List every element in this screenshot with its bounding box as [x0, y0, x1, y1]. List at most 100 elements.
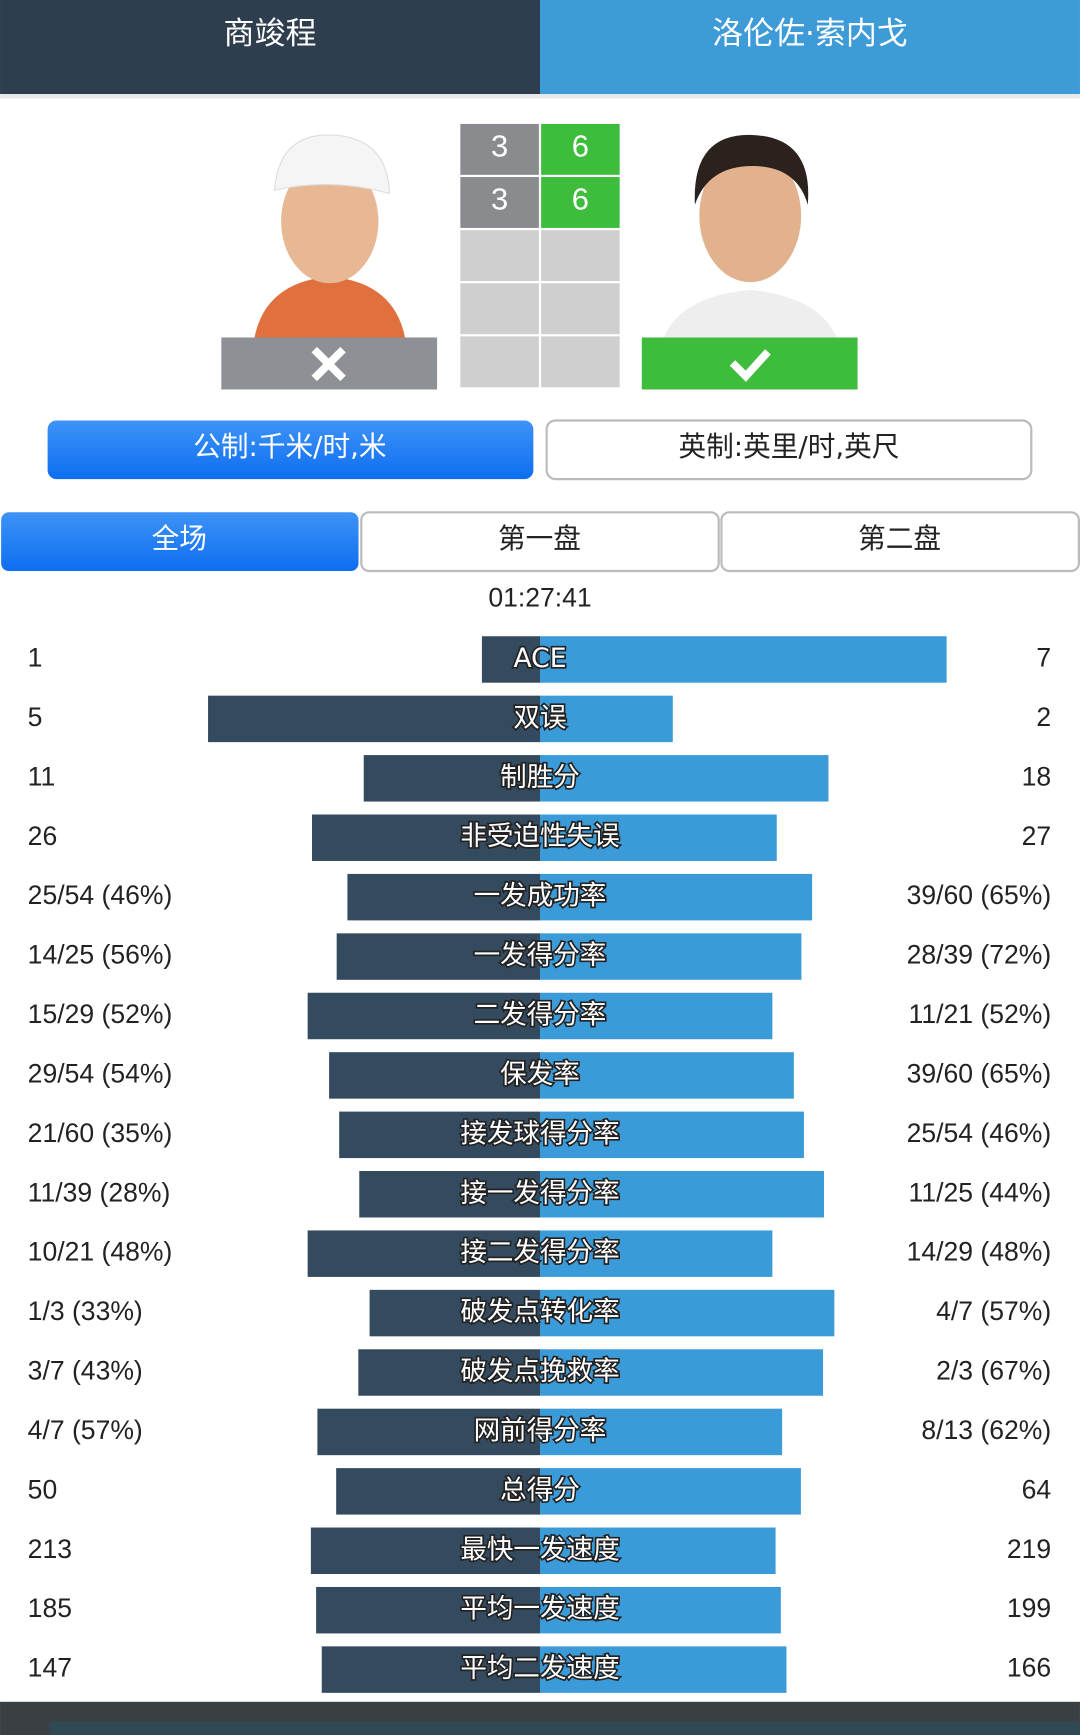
left-bar	[208, 695, 540, 743]
set-score: 6	[572, 182, 589, 217]
right-value: 11/21 (52%)	[909, 999, 1052, 1029]
right-bar	[540, 1111, 804, 1159]
right-value: 64	[1022, 1474, 1052, 1504]
left-value: 11	[28, 761, 56, 791]
winner-icon	[729, 349, 771, 382]
stat-label: 平均一发速度	[460, 1594, 619, 1625]
score-cell	[460, 123, 539, 175]
right-bar	[540, 1408, 783, 1456]
left-bar	[329, 1052, 540, 1099]
right-bar	[540, 814, 777, 861]
match-duration: 01:27:41	[488, 583, 591, 613]
loser-icon	[311, 346, 346, 382]
right-value: 8/13 (62%)	[921, 1415, 1051, 1445]
stat-label: 保发率	[500, 1059, 580, 1090]
stat-label: 网前得分率	[474, 1415, 607, 1446]
set-score: 6	[572, 128, 589, 163]
left-value: 50	[28, 1474, 58, 1504]
right-value: 39/60 (65%)	[907, 880, 1052, 910]
left-value: 1	[28, 642, 43, 672]
score-cell	[541, 123, 620, 175]
score-cell	[460, 336, 539, 388]
right-value: 27	[1022, 821, 1052, 851]
right-value: 219	[1007, 1534, 1051, 1564]
right-bar	[540, 933, 802, 980]
left-value: 15/29 (52%)	[28, 999, 173, 1029]
right-bar	[540, 1468, 801, 1515]
stat-label: 一发成功率	[474, 881, 607, 912]
left-bar	[363, 755, 540, 802]
left-bar	[481, 636, 540, 683]
stat-label: 最快一发速度	[460, 1534, 619, 1565]
score-grid: 3 6 3 6	[460, 123, 620, 388]
left-bar	[358, 1349, 540, 1396]
left-bar	[336, 1468, 540, 1515]
stats-list: ACE 1 7 双误 5 2 制胜分 11 18 非受迫性失误 26 27 一发成功率 25/54 (46…	[28, 636, 1052, 1693]
tab[interactable]	[720, 511, 1080, 573]
set-tabs: 全场 第一盘 第二盘	[1, 511, 1080, 573]
score-cell	[460, 230, 539, 282]
left-value: 11/39 (28%)	[28, 1177, 171, 1207]
left-bar	[310, 1527, 540, 1575]
left-bar	[316, 1586, 540, 1634]
right-bar	[540, 992, 773, 1040]
right-bar	[540, 755, 829, 802]
player2-name: 洛伦佐·索内戈	[712, 16, 908, 52]
player1-name: 商竣程	[224, 16, 317, 52]
right-value: 39/60 (65%)	[907, 1058, 1052, 1088]
left-value: 213	[28, 1534, 72, 1564]
stat-label: 一发得分率	[474, 940, 607, 971]
stat-label: 接发球得分率	[460, 1118, 619, 1149]
left-value: 147	[28, 1653, 72, 1683]
stat-label: 二发得分率	[474, 999, 607, 1030]
right-value: 2/3 (67%)	[936, 1356, 1051, 1386]
set-score: 3	[491, 182, 508, 217]
imperial-label: 英制:英里/时,英尺	[678, 430, 899, 463]
stat-label: 双误	[513, 702, 566, 733]
left-bar	[339, 1111, 540, 1159]
right-bar	[540, 1527, 776, 1575]
left-value: 4/7 (57%)	[28, 1415, 143, 1445]
metric-button[interactable]	[47, 420, 534, 480]
left-bar	[336, 933, 540, 980]
header-right	[540, 0, 1080, 95]
left-value: 26	[28, 821, 58, 851]
right-bar	[540, 1646, 787, 1693]
stat-label: 总得分	[500, 1475, 580, 1506]
left-bar	[307, 992, 540, 1040]
left-bar	[321, 1646, 540, 1693]
tab[interactable]	[360, 511, 720, 573]
score-cell	[541, 177, 620, 228]
header-shadow	[0, 94, 1080, 99]
left-value: 3/7 (43%)	[28, 1356, 143, 1386]
right-value: 4/7 (57%)	[936, 1296, 1051, 1326]
left-value: 185	[28, 1593, 72, 1623]
winner-badge	[641, 337, 858, 390]
metric-label: 公制:千米/时,米	[193, 430, 386, 463]
right-value: 199	[1007, 1593, 1051, 1623]
right-value: 166	[1007, 1653, 1051, 1683]
left-bar	[347, 873, 540, 921]
score-cell	[541, 336, 620, 388]
tab[interactable]	[1, 512, 359, 571]
right-bar	[540, 1230, 773, 1277]
set-score: 3	[491, 128, 508, 163]
score-cell	[541, 230, 620, 282]
right-bar	[540, 695, 673, 743]
left-value: 5	[28, 702, 43, 732]
left-bar	[369, 1289, 540, 1337]
left-value: 14/25 (56%)	[28, 940, 173, 970]
left-value: 25/54 (46%)	[28, 880, 173, 910]
right-value: 28/39 (72%)	[907, 940, 1052, 970]
right-value: 18	[1022, 761, 1052, 791]
right-bar	[540, 1586, 781, 1634]
tab-label: 第二盘	[858, 522, 941, 555]
tab-label: 第一盘	[498, 522, 581, 555]
left-bar	[307, 1230, 540, 1277]
left-value: 21/60 (35%)	[28, 1118, 173, 1148]
right-bar	[540, 1052, 794, 1099]
left-bar	[359, 1171, 540, 1218]
imperial-button[interactable]	[545, 419, 1033, 481]
